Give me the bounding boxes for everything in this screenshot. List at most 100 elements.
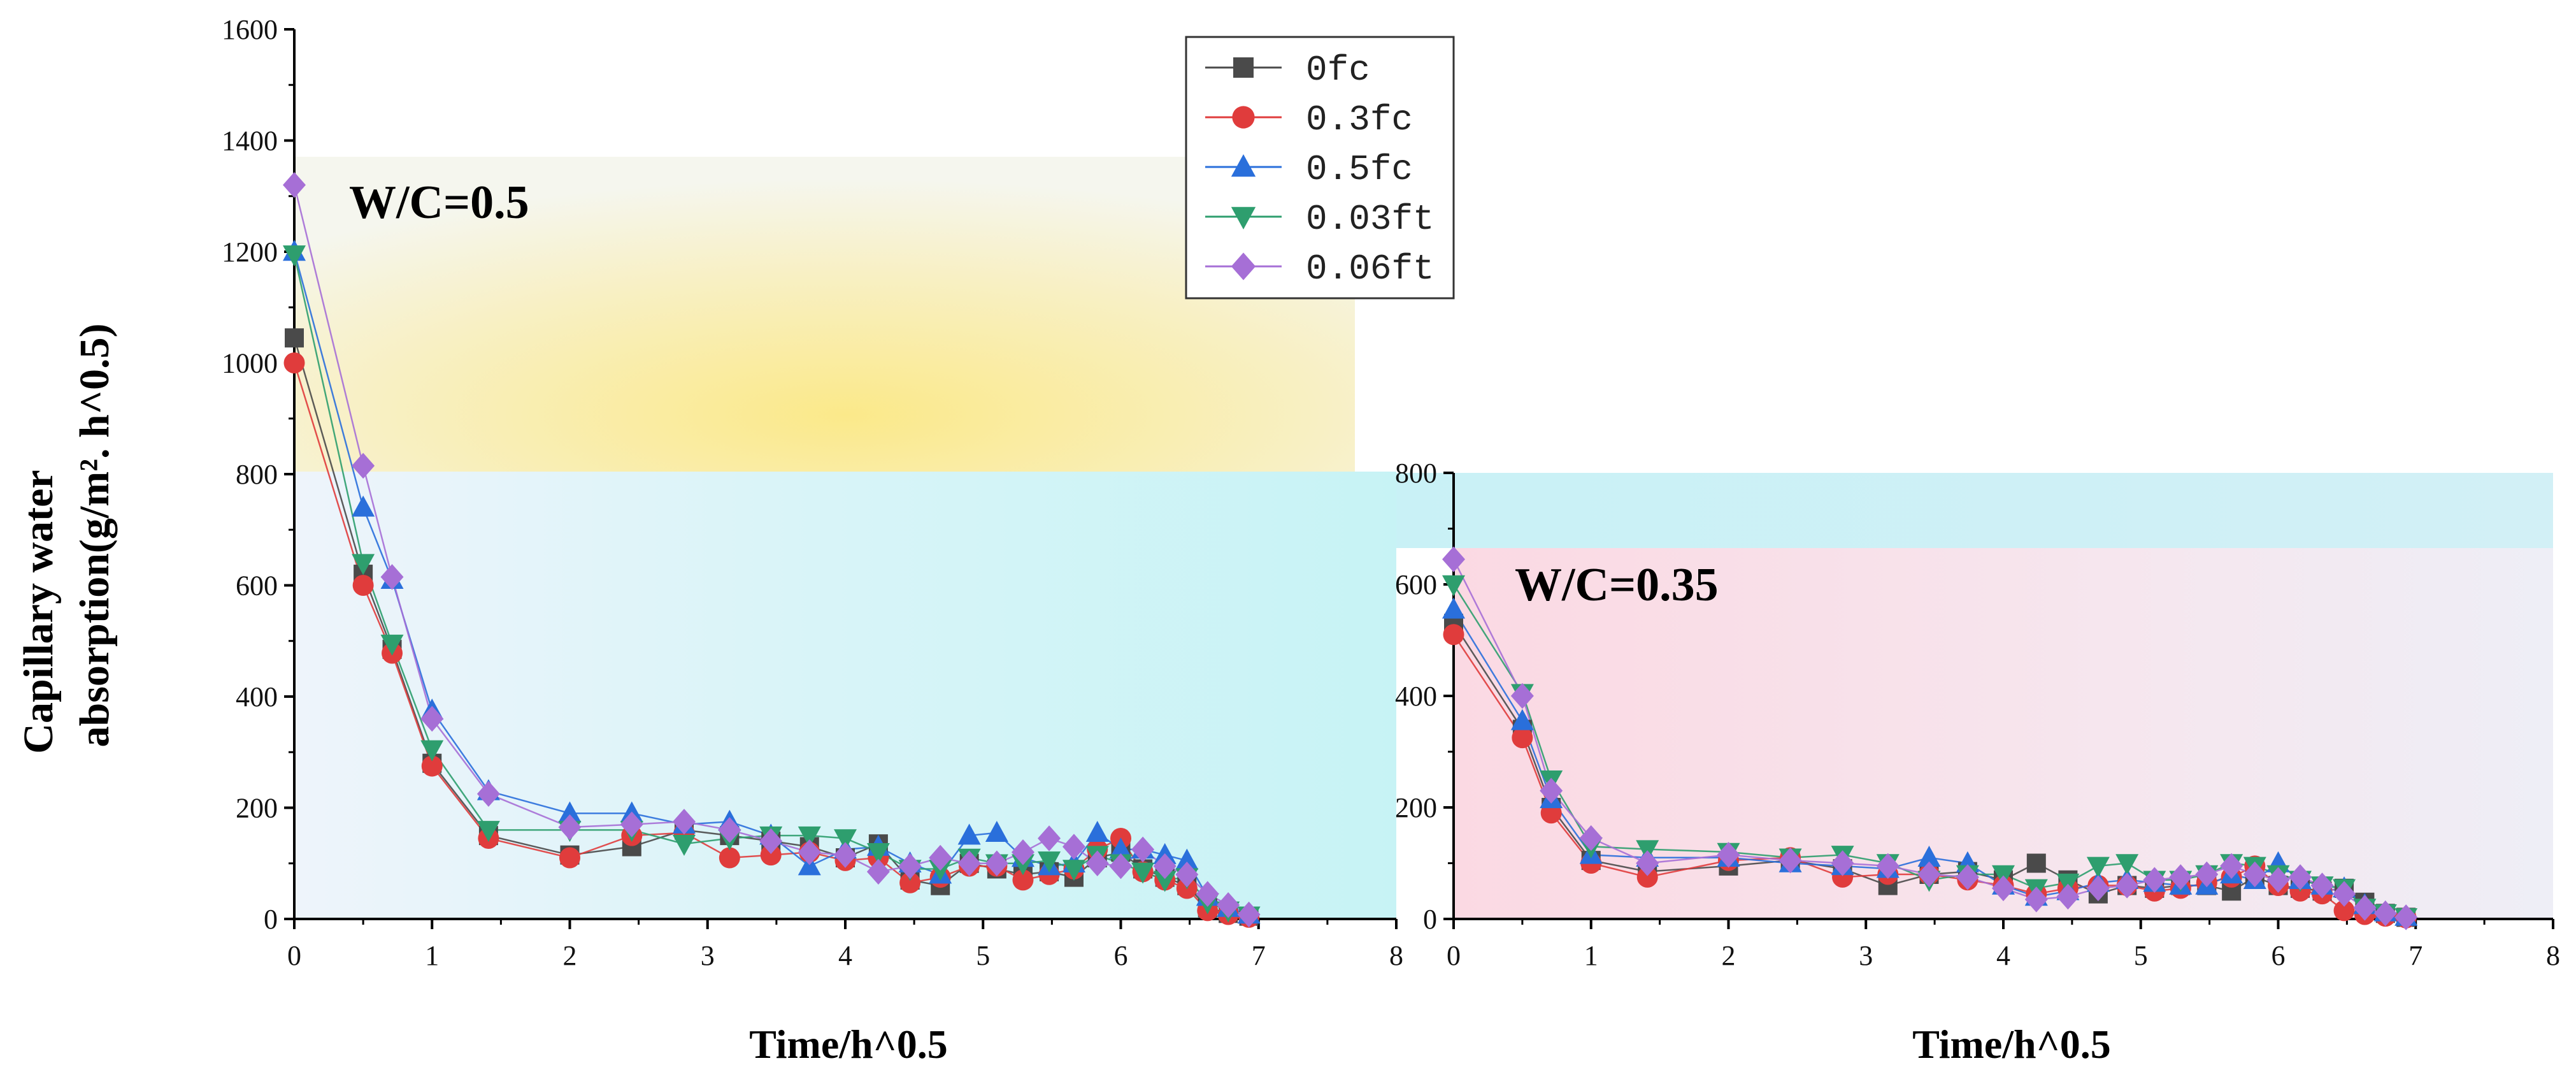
left-y-tick-label: 1000: [222, 348, 278, 379]
left-point-0.03ft: [866, 843, 890, 865]
right-point-0.06ft: [1778, 847, 1802, 874]
right-y-tick-label: 600: [1395, 569, 1437, 600]
left-point-0.3fc: [352, 575, 374, 596]
left-point-0.03ft: [1038, 851, 1061, 873]
right-point-0.3fc: [1512, 727, 1533, 749]
right-point-0.06ft: [2266, 867, 2290, 893]
left-point-0.06ft: [476, 781, 500, 807]
left-point-0.06ft: [1217, 892, 1240, 918]
right-point-0.06ft: [1442, 546, 1465, 572]
left-point-0.06ft: [929, 844, 952, 871]
right-point-0.06ft: [2289, 864, 2312, 890]
left-x-tick-label: 6: [1114, 940, 1128, 971]
right-point-0.06ft: [1917, 861, 1941, 888]
left-point-0.06ft: [1196, 881, 1219, 907]
left-x-axis-title: Time/h^0.5: [749, 1022, 948, 1067]
right-x-tick-label: 7: [2408, 940, 2422, 971]
right-point-0.06ft: [2195, 861, 2219, 888]
left-x-tick-label: 3: [701, 940, 715, 971]
left-point-0.06ft: [620, 811, 643, 837]
right-point-0.06ft: [2024, 886, 2048, 913]
right-point-0.06ft: [2056, 883, 2080, 910]
left-point-0.03ft: [798, 826, 821, 848]
left-point-0.03ft: [1153, 871, 1177, 892]
left-x-tick-label: 1: [425, 940, 439, 971]
left-y-tick-label: 0: [264, 904, 278, 935]
left-point-0.5fc: [1085, 821, 1109, 842]
left-point-0.06ft: [834, 842, 857, 868]
left-point-0.3fc: [283, 352, 305, 373]
right-x-axis-title: Time/h^0.5: [1912, 1022, 2111, 1067]
left-point-0.06ft: [1131, 836, 1155, 863]
left-x-tick-label: 0: [287, 940, 301, 971]
right-point-0.06ft: [1831, 850, 1854, 876]
left-point-0.03ft: [283, 245, 306, 267]
left-yellow-band: [294, 157, 1355, 472]
right-x-tick-label: 8: [2546, 940, 2560, 971]
left-point-0.03ft: [476, 821, 500, 842]
right-y-tick-label: 200: [1395, 792, 1437, 823]
right-point-0.5fc: [1442, 597, 1465, 619]
left-point-0.06ft: [985, 850, 1008, 876]
legend-marker-0.5fc: [1231, 154, 1256, 177]
legend: 0fc 0.3fc 0.5fc 0.03ft 0.06ft: [1185, 36, 1455, 300]
left-point-0.5fc: [985, 821, 1008, 842]
left-point-0.5fc: [1175, 848, 1199, 870]
right-series-group: [1442, 546, 2418, 930]
right-point-0.06ft: [2333, 881, 2356, 907]
left-point-0.3fc: [719, 847, 740, 869]
right-point-0.3fc: [1443, 624, 1464, 646]
left-point-0.5fc: [1109, 837, 1133, 859]
left-y-tick-label: 200: [236, 793, 278, 824]
left-point-0.06ft: [420, 705, 444, 732]
right-point-0.06ft: [1876, 853, 1900, 879]
legend-marker-0.3fc: [1232, 106, 1255, 129]
legend-label-0.06ft: 0.06ft: [1306, 249, 1435, 289]
left-x-tick-label: 7: [1252, 940, 1266, 971]
right-point-0.06ft: [2310, 872, 2334, 899]
right-y-tick-label: 0: [1423, 904, 1437, 935]
right-point-0.3fc: [2333, 900, 2355, 922]
legend-label-0.3fc: 0.3fc: [1306, 99, 1413, 140]
left-point-0.06ft: [380, 564, 404, 590]
legend-label-0.5fc: 0.5fc: [1306, 149, 1413, 190]
legend-marker-0.03ft: [1231, 206, 1256, 229]
right-point-0.06ft: [2169, 864, 2193, 890]
left-point-0.03ft: [352, 554, 375, 575]
right-point-0.06ft: [2086, 875, 2110, 902]
left-point-0.06ft: [718, 817, 741, 843]
left-point-0.3fc: [559, 847, 580, 869]
right-point-0.06ft: [1992, 875, 2015, 902]
left-y-tick-label: 800: [236, 459, 278, 490]
left-y-tick-label: 1400: [222, 126, 278, 157]
left-point-0.06ft: [1062, 834, 1085, 860]
left-series-group: [283, 172, 1261, 928]
right-x-tick-label: 5: [2134, 940, 2148, 971]
right-series-line-0.03ft: [1452, 584, 2407, 918]
left-point-0.06ft: [1109, 853, 1133, 879]
legend-label-0.03ft: 0.03ft: [1306, 199, 1435, 240]
right-point-0.03ft: [1442, 575, 1465, 596]
left-point-0.06ft: [957, 850, 981, 876]
right-point-0.06ft: [1579, 825, 1603, 851]
left-point-0.5fc: [352, 495, 375, 517]
left-y-tick-label: 1200: [222, 236, 278, 268]
left-series-line-0fc: [293, 337, 1249, 917]
left-point-0.06ft: [866, 858, 890, 885]
left-point-0.5fc: [957, 823, 981, 845]
left-point-0.06ft: [558, 814, 582, 841]
annotation-wc-05: W/C=0.5: [349, 177, 529, 229]
left-series-line-0.03ft: [293, 254, 1249, 917]
right-x-tick-label: 6: [2272, 940, 2286, 971]
right-x-tick-label: 2: [1722, 940, 1736, 971]
right-point-0.03ft: [2086, 857, 2110, 878]
left-y-tick-label: 1600: [222, 14, 278, 45]
right-point-0.06ft: [1956, 864, 1979, 890]
left-y-tick-label: 600: [236, 570, 278, 602]
left-point-0.5fc: [558, 801, 582, 823]
right-y-tick-label: 400: [1395, 681, 1437, 712]
right-x-tick-label: 4: [1996, 940, 2010, 971]
left-point-0.3fc: [899, 872, 921, 893]
